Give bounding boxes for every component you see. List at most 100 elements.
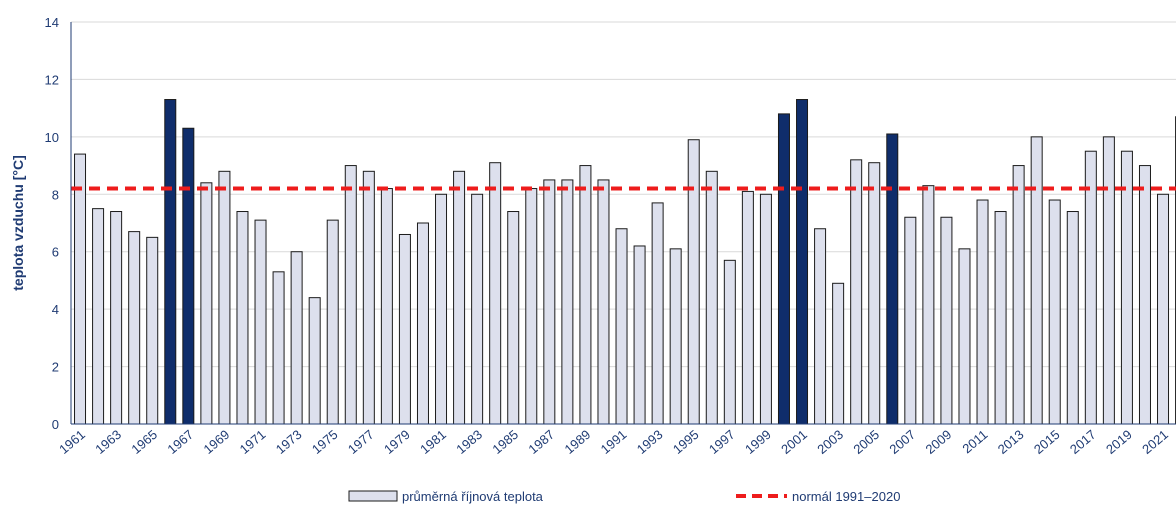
x-tick-label: 2011 [959, 427, 990, 456]
y-tick-label: 10 [45, 130, 59, 145]
legend-label-bar: průměrná říjnová teplota [402, 489, 544, 504]
bar-2005 [868, 162, 881, 425]
bars [74, 99, 1176, 425]
x-tick-label: 1997 [706, 427, 738, 457]
x-tick-label: 2015 [1031, 427, 1063, 457]
x-tick-label: 1985 [489, 427, 521, 457]
bar-1973 [290, 251, 303, 425]
bar-1987 [543, 179, 556, 425]
bar-1966 [164, 99, 177, 425]
bar-2013 [1012, 165, 1025, 425]
bar-1981 [435, 193, 448, 425]
bar-2006 [886, 133, 899, 425]
bar-1969 [218, 170, 231, 425]
y-tick-label: 14 [45, 15, 59, 30]
bar-1971 [254, 219, 267, 425]
x-tick-label: 1977 [345, 427, 377, 457]
bar-1972 [272, 271, 285, 425]
bar-1989 [579, 165, 592, 425]
bar-2003 [832, 282, 845, 425]
bar-2010 [958, 248, 971, 425]
bar-1975 [326, 219, 339, 425]
bar-1977 [362, 170, 375, 425]
axes [70, 22, 1176, 425]
y-tick-label: 12 [45, 72, 59, 87]
bar-1998 [741, 190, 754, 425]
bar-1965 [146, 236, 159, 425]
bar-1961 [74, 153, 87, 425]
bar-1978 [380, 188, 393, 425]
bar-2020 [1138, 165, 1151, 425]
x-tick-label: 2007 [886, 427, 918, 457]
bar-1976 [344, 165, 357, 425]
bar-2011 [976, 199, 989, 425]
bar-1997 [723, 259, 736, 425]
x-tick-label: 1973 [273, 427, 305, 457]
bar-1996 [705, 170, 718, 425]
x-tick-label: 2021 [1139, 427, 1171, 457]
x-tick-label: 1989 [562, 427, 594, 457]
bar-1991 [615, 228, 628, 425]
bar-2017 [1084, 150, 1097, 425]
x-tick-label: 2003 [814, 427, 846, 457]
bar-1968 [200, 182, 213, 425]
bar-2019 [1120, 150, 1133, 425]
x-tick-label: 1975 [309, 427, 341, 457]
y-tick-label: 2 [52, 360, 59, 375]
x-tick-label: 1961 [56, 427, 88, 457]
bar-2008 [922, 185, 935, 425]
bar-1974 [308, 297, 321, 425]
bar-1964 [128, 231, 141, 425]
bar-2015 [1048, 199, 1061, 425]
bar-1988 [561, 179, 574, 425]
bar-2009 [940, 216, 953, 425]
y-tick-label: 4 [52, 302, 59, 317]
legend-label-normal: normál 1991–2020 [792, 489, 900, 504]
bar-1992 [633, 245, 646, 425]
bar-1970 [236, 211, 249, 425]
x-tick-label: 1979 [381, 427, 413, 457]
y-tick-label: 0 [52, 417, 59, 432]
bar-1983 [471, 193, 484, 425]
bar-2002 [814, 228, 827, 425]
y-tick-label: 6 [52, 245, 59, 260]
x-tick-label: 1965 [128, 427, 160, 457]
bar-2016 [1066, 211, 1079, 425]
bar-2000 [777, 113, 790, 425]
bar-1984 [489, 162, 502, 425]
x-tick-label: 1991 [598, 427, 630, 457]
x-tick-label: 1969 [201, 427, 233, 457]
bar-2018 [1102, 136, 1115, 425]
legend-swatch-bar [348, 490, 398, 502]
x-tick-label: 2001 [778, 427, 810, 457]
bar-1980 [416, 222, 429, 425]
x-tick-label: 1993 [634, 427, 666, 457]
x-tick-label: 2017 [1067, 427, 1099, 457]
x-tick-label: 1963 [92, 427, 124, 457]
legend: průměrná říjnová teplota normál 1991–202… [348, 489, 900, 504]
bar-1993 [651, 202, 664, 425]
y-tick-label: 8 [52, 187, 59, 202]
bar-1982 [453, 170, 466, 425]
bar-1986 [525, 188, 538, 425]
x-tick-label: 1995 [670, 427, 702, 457]
bar-2021 [1157, 193, 1170, 425]
bar-2001 [796, 99, 809, 425]
bar-1994 [669, 248, 682, 425]
bar-1985 [507, 211, 520, 425]
bar-1979 [398, 233, 411, 425]
y-tick-labels: 0 2 4 6 8 10 12 14 [45, 15, 59, 432]
bar-1962 [92, 208, 105, 425]
x-tick-label: 1981 [417, 427, 449, 457]
x-tick-label: 2005 [850, 427, 882, 457]
bar-1990 [597, 179, 610, 425]
x-tick-label: 1999 [742, 427, 774, 457]
x-tick-label: 1987 [525, 427, 557, 457]
bar-2004 [850, 159, 863, 425]
bar-2007 [904, 216, 917, 425]
x-tick-labels: 1961 1963 1965 1967 1969 1971 1973 1975 1977 1979… [56, 427, 1171, 457]
x-tick-label: 2013 [995, 427, 1027, 457]
x-tick-label: 1983 [453, 427, 485, 457]
bar-1999 [759, 193, 772, 425]
bar-1995 [687, 139, 700, 425]
